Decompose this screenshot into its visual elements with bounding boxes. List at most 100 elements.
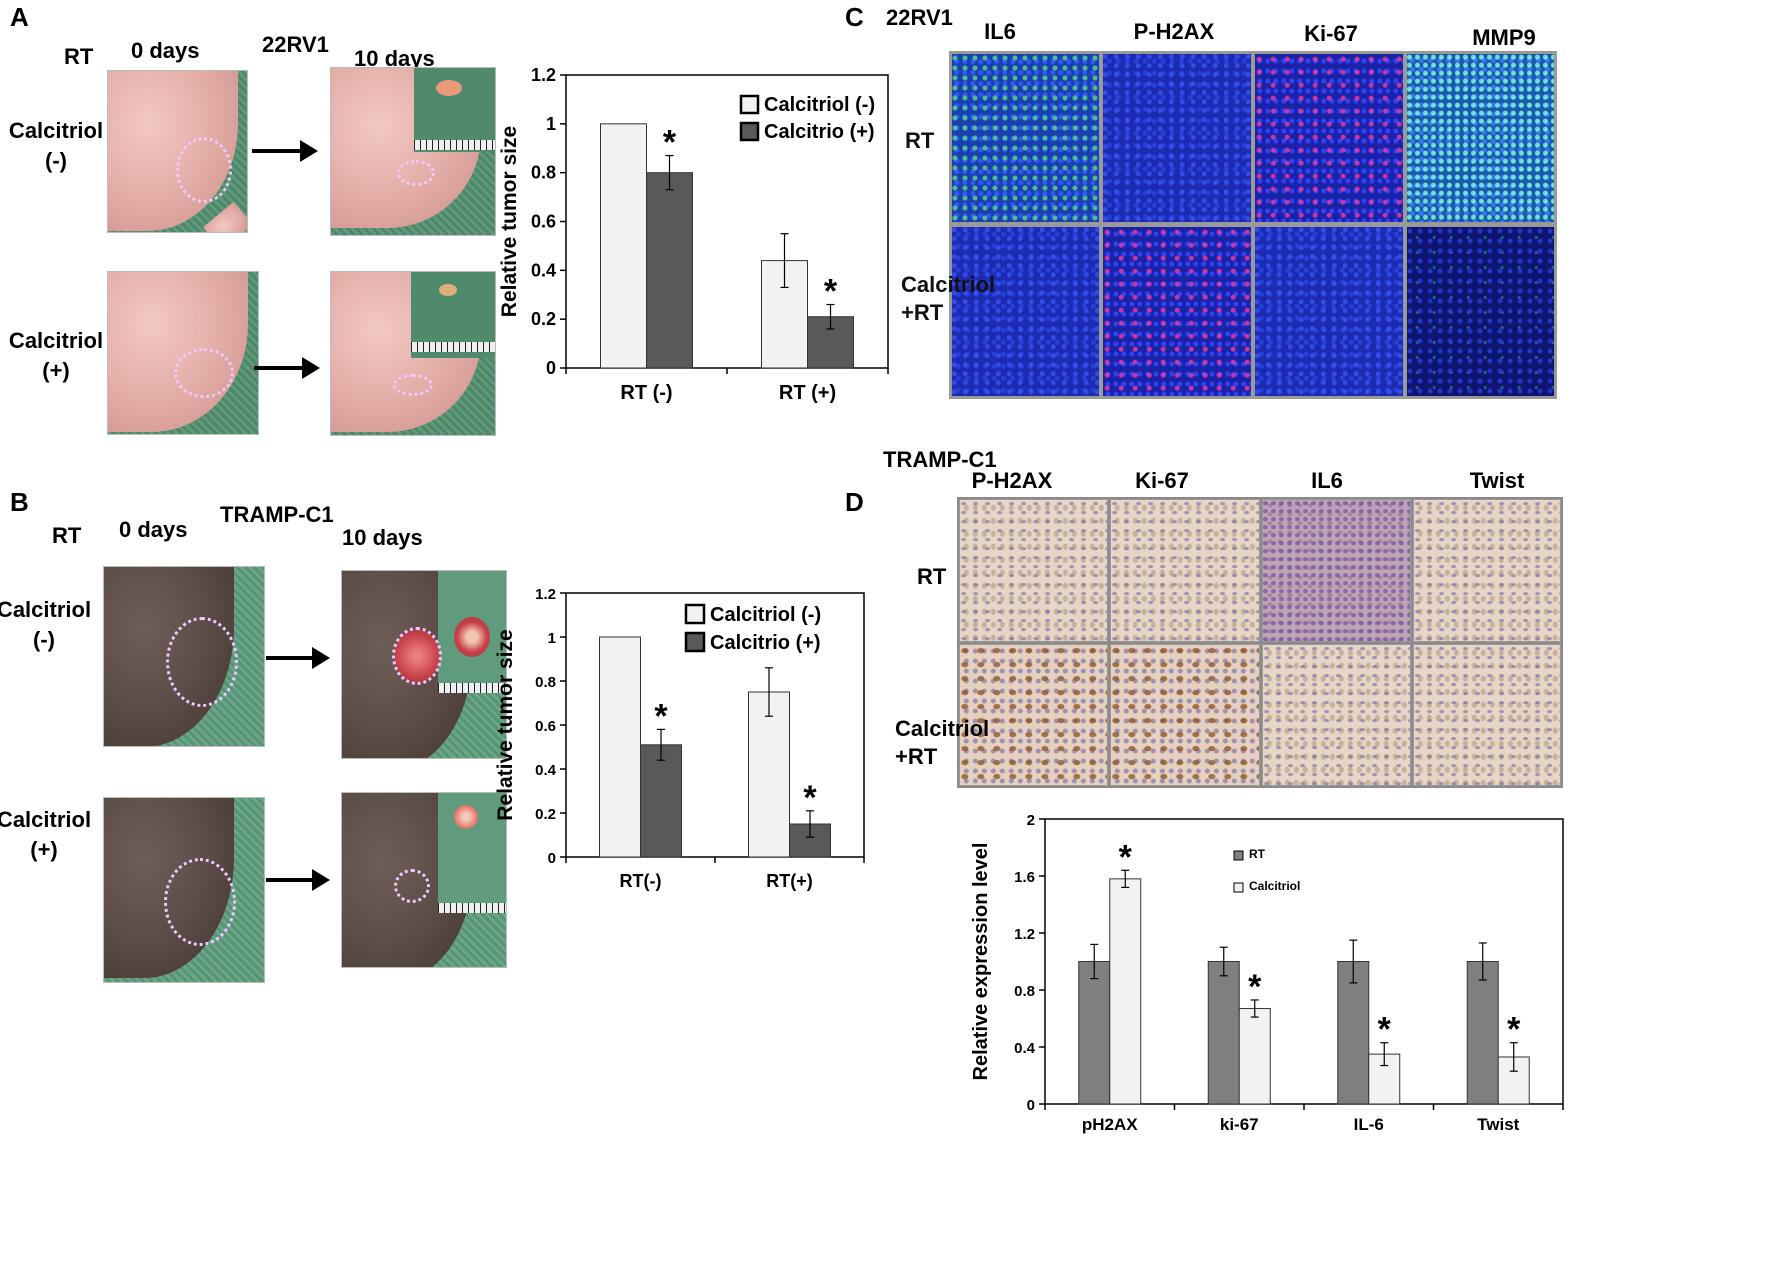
panel-a-day0-label: 0 days [131,38,200,63]
y-tick-label: 0.8 [1014,983,1035,1000]
if-image-c-rt-ki67 [1254,53,1404,223]
significance-mark: * [1119,838,1133,876]
if-image-c-combo-ki67 [1254,226,1404,397]
mouse-photo-a-control-day0 [107,70,248,233]
ihc-image-d-rt-il6 [1262,499,1411,642]
x-category-label: ki-67 [1220,1115,1259,1134]
legend-swatch [1233,850,1244,861]
mouse-photo-b-control-day0 [103,566,265,747]
y-tick-label: 0.4 [535,762,557,779]
y-tick-label: 0.8 [531,163,556,183]
panel-a-row2-label: Calcitriol (+) [8,328,104,383]
panel-b-day10-label: 10 days [342,525,423,550]
y-tick-label: 0.4 [531,260,556,280]
legend-label: Calcitriol (-) [764,94,875,116]
panel-b-day0-label: 0 days [119,517,188,542]
legend-label: Calcitrio (+) [764,121,875,143]
panel-a-rt-label: RT [64,44,94,69]
legend-label: Calcitriol [1249,879,1300,893]
panel-d-cell-line: TRAMP-C1 [883,447,997,472]
x-category-label: pH2AX [1082,1115,1138,1134]
bar [748,691,790,858]
chart-d: 0 0.4 0.8 1.2 1.6 2 Relative expression level p… [970,812,1564,1134]
bar [600,123,647,369]
bar [761,260,808,369]
panel-c-row2-label: Calcitriol +RT [901,272,996,325]
ihc-image-d-rt-ki67 [1110,499,1260,642]
if-image-c-combo-mmp9 [1406,226,1555,397]
x-category-label: IL-6 [1354,1115,1384,1134]
legend-label: RT [1249,847,1266,861]
ihc-image-d-combo-il6 [1262,644,1411,786]
panel-a-day10-label: 10 days [354,46,435,71]
arrow-icon [266,869,330,891]
y-tick-label: 0 [1027,1097,1035,1114]
panel-d-marker-3: IL6 [1311,468,1343,493]
panel-b-rt-label: RT [52,523,82,548]
legend-swatch [739,94,760,115]
x-category-label: RT(-) [620,871,662,891]
y-tick-label: 1 [548,630,556,647]
panel-c-marker-3: Ki-67 [1304,21,1358,46]
y-tick-label: 0.2 [531,309,556,329]
ihc-image-d-combo-twist [1413,644,1561,786]
bar [1337,961,1370,1105]
significance-mark: * [1248,968,1262,1006]
significance-mark: * [824,273,838,311]
significance-mark: * [1378,1011,1392,1049]
if-image-c-combo-ph2ax [1102,226,1252,397]
panel-d-marker-1: P-H2AX [971,468,1053,493]
panel-label-b: B [10,487,29,517]
panel-d-row2-label: Calcitriol +RT [895,716,990,769]
mouse-photo-b-treated-day10 [341,792,507,968]
if-image-c-rt-mmp9 [1406,53,1555,223]
panel-b-row2-label: Calcitriol (+) [0,807,92,862]
mouse-photo-a-control-day10 [330,67,496,236]
x-category-label: RT(+) [766,871,813,891]
legend-swatch [684,631,706,653]
significance-mark: * [654,697,668,735]
y-tick-label: 1 [546,114,556,134]
y-tick-label: 1.2 [531,65,556,85]
bar [599,636,641,858]
bar [1466,961,1499,1105]
significance-mark: * [803,779,817,817]
ihc-image-d-combo-ki67 [1110,644,1260,786]
panel-label-d: D [845,487,864,517]
panel-b-row1-label: Calcitriol (-) [0,597,92,652]
significance-mark: * [1507,1011,1521,1049]
panel-d-row1-label: RT [917,564,947,589]
y-axis-label: Relative tumor size [498,126,521,317]
legend-label: Calcitrio (+) [710,632,821,654]
y-axis-label: Relative expression level [970,843,992,1081]
if-image-c-rt-ph2ax [1102,53,1252,223]
mouse-photo-b-control-day10 [341,570,507,759]
arrow-icon [266,647,330,669]
y-tick-label: 1.6 [1014,869,1035,886]
if-image-c-rt-il6 [951,53,1100,223]
y-tick-label: 0.6 [531,212,556,232]
mouse-photo-a-treated-day0 [107,271,259,435]
legend-swatch [739,121,760,142]
y-tick-label: 0 [548,850,556,867]
y-tick-label: 0.4 [1014,1040,1036,1057]
ihc-image-d-rt-twist [1413,499,1561,642]
ihc-image-d-combo-ph2ax [959,644,1108,786]
ihc-image-d-rt-ph2ax [959,499,1108,642]
panel-d-marker-2: Ki-67 [1135,468,1189,493]
panel-c-marker-1: IL6 [984,19,1016,44]
mouse-photo-a-treated-day10 [330,271,496,436]
y-tick-label: 0.2 [535,806,556,823]
chart-a: 0 0.2 0.4 0.6 0.8 1 1.2 Relative tumor size RT (… [498,65,889,404]
bar [1207,961,1240,1105]
arrow-icon [252,140,318,162]
x-category-label: Twist [1477,1115,1520,1134]
panel-a-row1-label: Calcitriol (-) [8,118,104,173]
bar [1078,961,1111,1105]
x-category-label: RT (-) [620,382,672,404]
panel-c-marker-2: P-H2AX [1133,19,1215,44]
legend-swatch [1233,882,1244,893]
panel-d-marker-4: Twist [1469,468,1525,493]
arrow-icon [254,357,320,379]
legend-swatch [684,603,706,625]
